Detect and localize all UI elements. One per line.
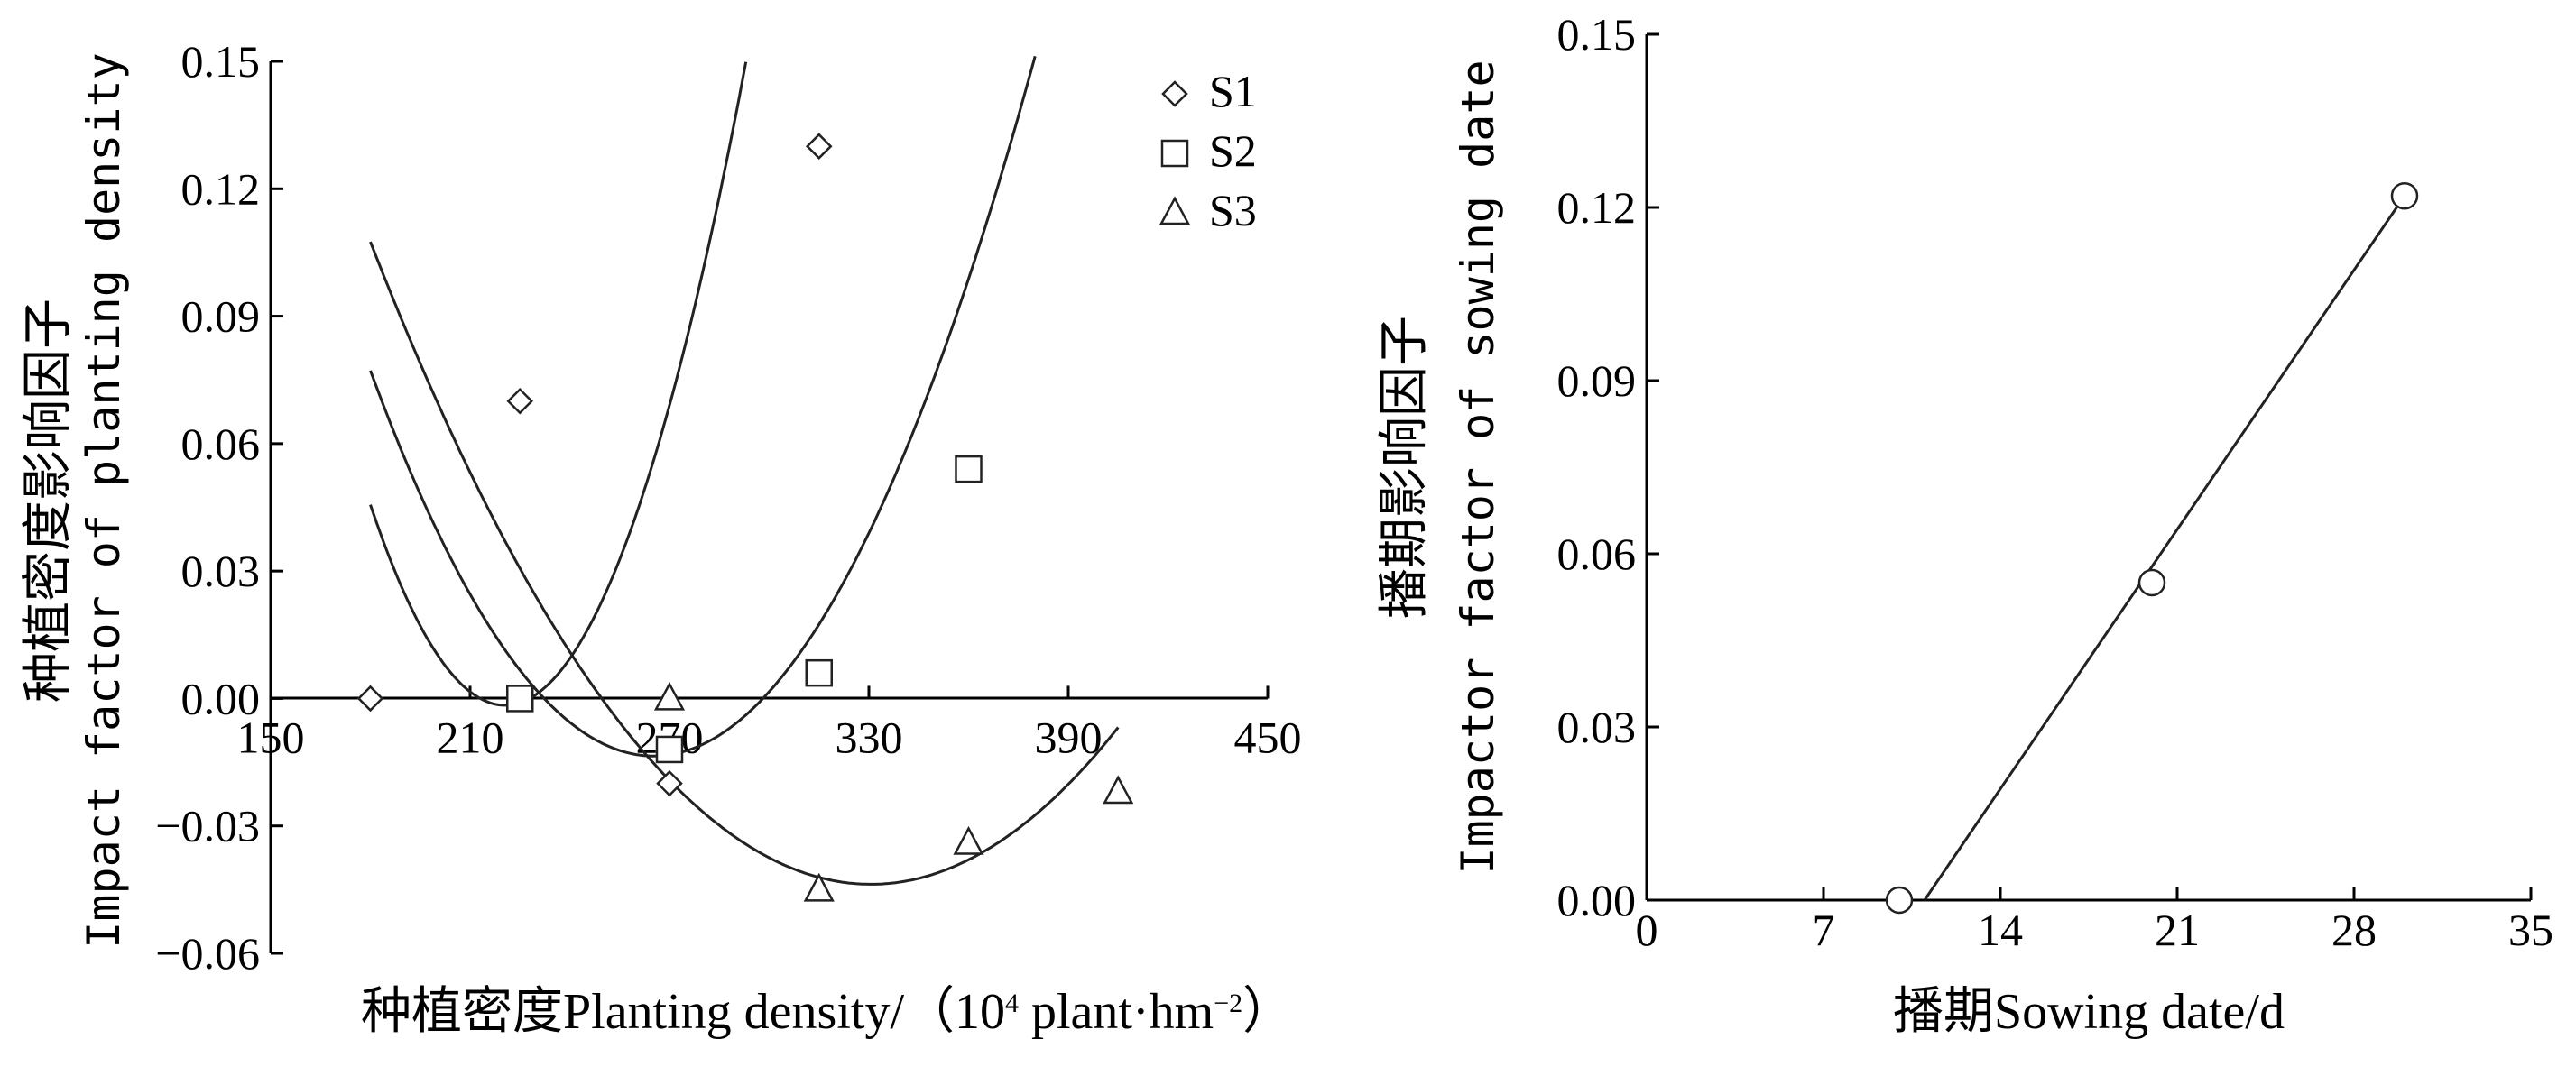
left-x-tick-label: 450 xyxy=(1234,712,1302,762)
left-y-tick-label: −0.06 xyxy=(155,928,260,979)
right-y-tick-label: 0.03 xyxy=(1557,702,1637,752)
left-y-tick-label: 0.06 xyxy=(181,418,261,469)
left-y-tick-label: 0.09 xyxy=(181,291,261,342)
data-point-sowing xyxy=(1885,886,1914,915)
right-y-tick-label: 0.09 xyxy=(1557,355,1637,406)
legend-marker-s3 xyxy=(1159,196,1191,225)
data-point-s1 xyxy=(506,387,534,415)
fit-curve-s2 xyxy=(369,55,1037,758)
right-y-axis-label-zh: 播期影响因子 xyxy=(1377,316,1433,619)
right-x-tick-label: 14 xyxy=(1978,905,2023,955)
left-y-axis-label-en: Impact factor of planting density xyxy=(78,52,130,948)
data-point-s3 xyxy=(953,825,984,855)
right-x-tick-label: 0 xyxy=(1636,905,1658,955)
data-point-s3 xyxy=(653,681,686,711)
data-point-sowing xyxy=(2390,181,2419,210)
fit-curve-s3 xyxy=(369,241,1120,886)
data-point-s1 xyxy=(656,769,683,797)
legend-marker-s1 xyxy=(1161,80,1188,107)
right-x-tick-label: 35 xyxy=(2508,905,2553,955)
data-point-s3 xyxy=(803,872,835,902)
right-x-tick-label: 7 xyxy=(1813,905,1835,955)
data-point-s2 xyxy=(655,735,684,764)
data-point-s1 xyxy=(805,133,833,160)
data-point-sowing xyxy=(2137,568,2166,597)
right-chart: 0.15 0.12 0.09 0.06 0.03 0.00 0 7 14 21 28 35 播期So… xyxy=(1377,9,2553,1040)
data-point-s2 xyxy=(506,685,534,713)
left-y-tick-label: 0.03 xyxy=(181,546,261,596)
right-data-points xyxy=(1885,181,2419,915)
left-x-tick-label: 150 xyxy=(237,712,305,762)
fit-line-sowing xyxy=(1923,195,2406,901)
left-y-tick-label: −0.03 xyxy=(155,801,260,851)
fit-curve-s1 xyxy=(369,61,748,707)
right-x-axis-label: 播期Sowing date/d xyxy=(1893,984,2285,1040)
right-y-tick-label: 0.00 xyxy=(1557,875,1637,925)
left-x-tick-label: 390 xyxy=(1035,712,1103,762)
right-y-tick-label: 0.12 xyxy=(1557,182,1637,233)
legend-label-s2: S2 xyxy=(1209,125,1257,176)
left-x-tick-label: 330 xyxy=(836,712,903,762)
right-x-tick-label: 28 xyxy=(2331,905,2377,955)
right-x-tick-label: 21 xyxy=(2155,905,2200,955)
data-point-s3 xyxy=(1103,775,1134,805)
left-y-ticks: 0.15 0.12 0.09 0.06 0.03 0.00 −0.03 −0.06 xyxy=(155,36,283,979)
left-chart: 0.15 0.12 0.09 0.06 0.03 0.00 −0.03 −0.06 150 21… xyxy=(21,36,1302,1040)
legend-marker-s2 xyxy=(1160,139,1189,168)
right-x-ticks: 0 7 14 21 28 35 xyxy=(1636,887,2553,955)
legend-label-s3: S3 xyxy=(1209,185,1257,235)
left-x-axis-label: 种植密度Planting density/（104 plant·hm−2） xyxy=(361,984,1293,1040)
data-point-s2 xyxy=(955,455,983,483)
right-fit-line xyxy=(1923,195,2406,901)
data-point-s1 xyxy=(356,685,384,713)
left-fit-curves xyxy=(369,55,1120,886)
left-y-tick-label: 0.00 xyxy=(181,673,261,723)
legend-label-s1: S1 xyxy=(1209,66,1257,116)
right-y-tick-label: 0.15 xyxy=(1557,9,1637,60)
left-legend: S1 S2 S3 xyxy=(1159,66,1257,235)
right-y-ticks: 0.15 0.12 0.09 0.06 0.03 0.00 xyxy=(1557,9,1659,925)
data-point-s2 xyxy=(805,658,833,687)
left-y-tick-label: 0.12 xyxy=(181,163,261,214)
right-y-tick-label: 0.06 xyxy=(1557,529,1637,579)
left-x-tick-label: 210 xyxy=(437,712,504,762)
left-y-axis-label-zh: 种植密度影响因子 xyxy=(21,299,77,703)
left-data-points xyxy=(356,133,1134,902)
left-y-tick-label: 0.15 xyxy=(181,36,261,87)
right-y-axis-label-en: Impactor factor of sowing date xyxy=(1452,60,1504,874)
